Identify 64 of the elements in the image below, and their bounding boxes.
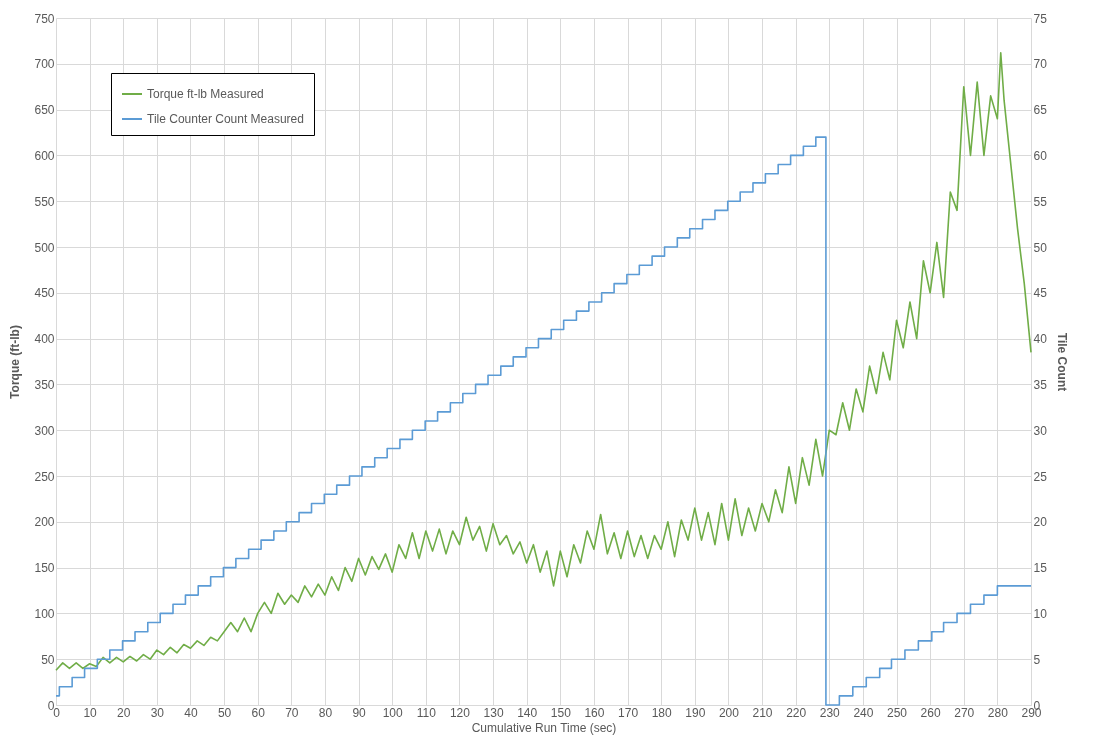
x-tick-label: 60 — [251, 705, 266, 720]
x-tick-label: 210 — [752, 705, 773, 720]
y-tick-label: 150 — [34, 561, 55, 576]
y2-tick-label: 40 — [1033, 332, 1048, 347]
y2-tick-label: 45 — [1033, 286, 1048, 301]
y2-tick-label: 35 — [1033, 377, 1048, 392]
x-tick-label: 260 — [920, 705, 941, 720]
y2-tick-label: 5 — [1033, 652, 1041, 667]
y2-tick-label: 70 — [1033, 57, 1048, 72]
x-tick-label: 30 — [150, 705, 165, 720]
y-tick-label: 600 — [34, 148, 55, 163]
x-tick-label: 180 — [651, 705, 672, 720]
x-tick-label: 40 — [184, 705, 198, 720]
y-tick-label: 550 — [34, 194, 55, 209]
y2-tick-label: 10 — [1033, 606, 1048, 621]
x-tick-label: 90 — [352, 705, 367, 720]
y-tick-label: 250 — [34, 469, 55, 484]
y2-tick-label: 55 — [1033, 194, 1048, 209]
x-tick-label: 110 — [416, 705, 437, 720]
y2-tick-label: 20 — [1033, 515, 1048, 530]
y2-tick-label: 60 — [1033, 148, 1048, 163]
x-tick-label: 80 — [318, 705, 333, 720]
y-tick-label: 400 — [34, 332, 55, 347]
x-tick-label: 170 — [618, 705, 639, 720]
x-tick-label: 220 — [786, 705, 807, 720]
y-tick-label: 450 — [34, 286, 55, 301]
y-tick-label: 100 — [34, 606, 55, 621]
x-tick-label: 230 — [819, 705, 841, 720]
legend-label: Tile Counter Count Measured — [147, 112, 304, 126]
y2-axis-title: Tile Count — [1054, 332, 1069, 392]
y-tick-label: 700 — [34, 57, 55, 72]
x-tick-label: 100 — [382, 705, 404, 720]
x-tick-label: 130 — [483, 705, 504, 720]
legend-label: Torque ft-lb Measured — [147, 87, 264, 101]
x-tick-label: 140 — [517, 705, 538, 720]
x-tick-label: 250 — [887, 705, 908, 720]
y2-tick-label: 50 — [1033, 240, 1048, 255]
x-tick-label: 120 — [449, 705, 471, 720]
y2-tick-label: 15 — [1033, 561, 1048, 576]
y-tick-label: 200 — [34, 515, 55, 530]
x-tick-label: 70 — [285, 705, 299, 720]
x-tick-label: 270 — [954, 705, 975, 720]
x-tick-label: 10 — [83, 705, 98, 720]
y-tick-label: 750 — [34, 11, 55, 26]
y2-tick-label: 30 — [1033, 423, 1048, 438]
y2-tick-label: 65 — [1033, 103, 1048, 118]
y2-tick-label: 25 — [1033, 469, 1048, 484]
x-tick-label: 240 — [853, 705, 874, 720]
x-tick-label: 50 — [217, 705, 232, 720]
y-tick-label: 300 — [34, 423, 55, 438]
x-axis-title: Cumulative Run Time (sec) — [471, 720, 617, 735]
x-tick-label: 20 — [117, 705, 131, 720]
x-tick-label: 190 — [685, 705, 706, 720]
y2-tick-label: 75 — [1033, 11, 1048, 26]
y-tick-label: 500 — [34, 240, 55, 255]
y-tick-label: 650 — [34, 103, 55, 118]
y-axis-title: Torque (ft-lb) — [8, 325, 23, 399]
x-tick-label: 280 — [987, 705, 1009, 720]
y-tick-label: 50 — [41, 652, 55, 667]
x-tick-label: 150 — [550, 705, 572, 720]
x-tick-label: 160 — [584, 705, 605, 720]
line-series — [55, 52, 1032, 671]
y-tick-label: 350 — [34, 377, 55, 392]
x-tick-label: 200 — [718, 705, 740, 720]
